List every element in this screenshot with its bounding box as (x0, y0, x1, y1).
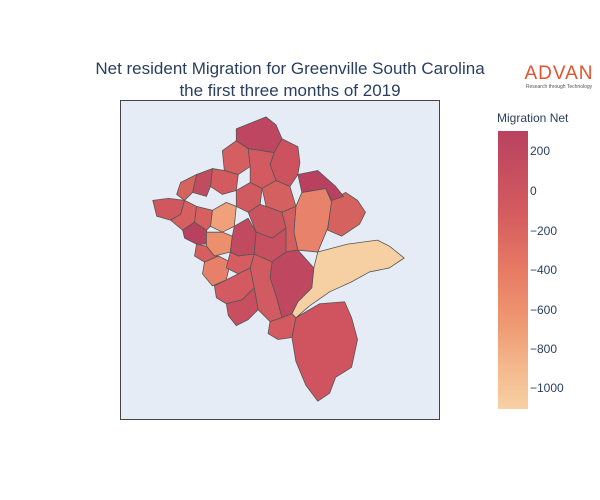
region-northeast-dark (297, 170, 344, 201)
chart-title-line-2: the first three months of 2019 (179, 81, 401, 100)
region-west-mid (194, 205, 213, 231)
region-southwest-3 (225, 287, 259, 326)
region-northwest-2 (192, 168, 213, 197)
region-west-orange (210, 201, 237, 233)
region-west-low (194, 243, 219, 263)
region-east-red (327, 192, 366, 237)
colorbar-tick-minus-600: −600 (530, 303, 558, 317)
colorbar-tick-minus-800: −800 (530, 342, 558, 356)
region-east-orange (293, 188, 333, 253)
advan-logo: ADVAN Research through Technology (524, 63, 594, 91)
colorbar (498, 131, 528, 409)
chart-title: Net resident Migration for Greenville So… (40, 58, 540, 102)
colorbar-tick-minus-1000: −1000 (530, 381, 564, 395)
region-northwest-3 (176, 174, 197, 201)
colorbar-tick-minus-400: −400 (530, 263, 558, 277)
logo-tagline: Research through Technology (525, 84, 593, 90)
colorbar-tick-minus-200: −200 (530, 224, 558, 238)
colorbar-tick-200: 200 (530, 144, 551, 158)
region-south (291, 301, 358, 402)
choropleth-map (152, 116, 405, 402)
colorbar-title: Migration Net (497, 111, 569, 125)
colorbar-tick-0: 0 (530, 184, 537, 198)
map-plot-area[interactable] (120, 100, 440, 420)
logo-name: ADVAN (524, 63, 594, 84)
chart-title-line-1: Net resident Migration for Greenville So… (95, 59, 485, 78)
region-southwest-tail (267, 313, 297, 340)
